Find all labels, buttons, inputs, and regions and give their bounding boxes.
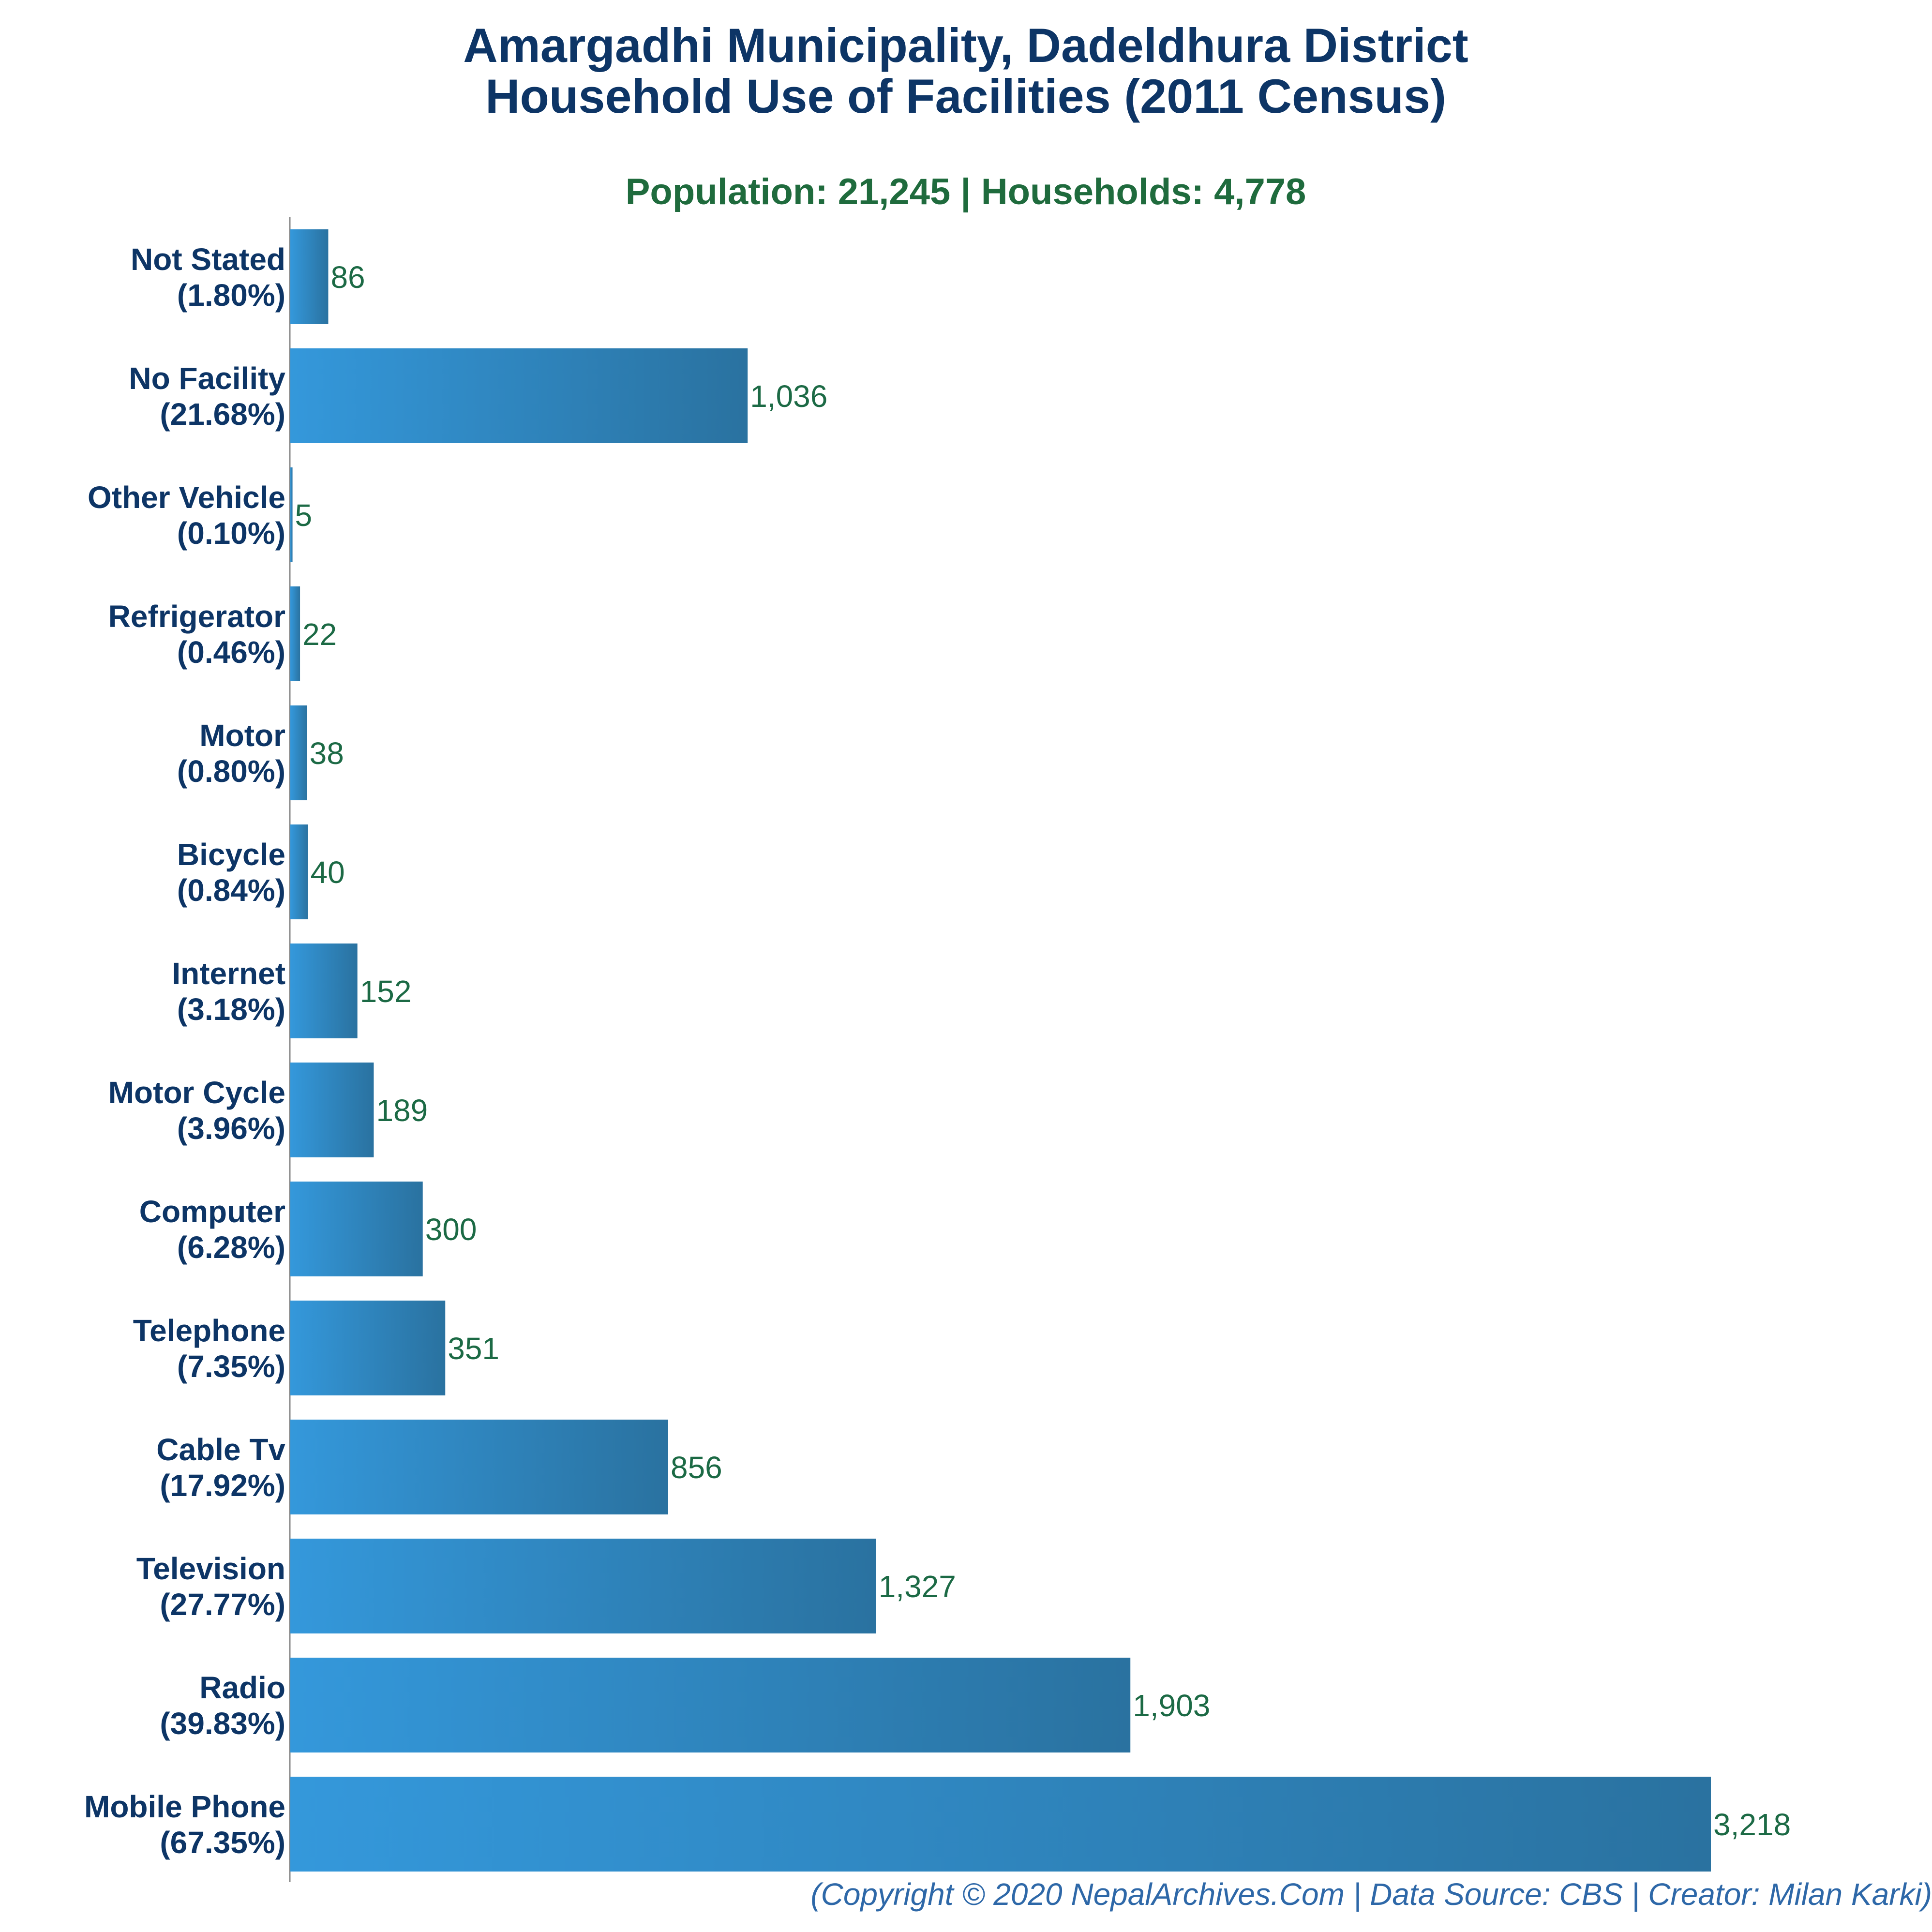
category-label-7: Motor Cycle (3.96%) — [108, 1075, 285, 1146]
value-label-13: 3,218 — [1713, 1807, 1791, 1842]
category-name: Bicycle — [177, 837, 285, 872]
category-percent: (3.18%) — [177, 992, 285, 1027]
category-name: Motor — [199, 718, 285, 753]
category-name: Computer — [139, 1194, 285, 1229]
category-name: Motor Cycle — [108, 1075, 285, 1110]
category-name: Radio — [199, 1670, 285, 1705]
value-label-4: 38 — [310, 736, 344, 771]
category-name: Not Stated — [131, 242, 285, 277]
category-percent: (0.80%) — [177, 754, 285, 789]
category-labels-group: Not Stated (1.80%) No Facility (21.68%) Othe… — [84, 242, 285, 1860]
bar-11 — [290, 1539, 876, 1633]
category-label-11: Television (27.77%) — [136, 1551, 285, 1622]
category-name: No Facility — [129, 361, 285, 396]
value-label-11: 1,327 — [879, 1569, 956, 1604]
category-name: Internet — [172, 956, 285, 991]
category-label-4: Motor (0.80%) — [177, 718, 285, 789]
category-label-2: Other Vehicle (0.10%) — [88, 480, 285, 551]
category-percent: (39.83%) — [160, 1706, 285, 1741]
bar-13 — [290, 1777, 1711, 1872]
category-name: Telephone — [133, 1313, 285, 1348]
value-label-8: 300 — [425, 1212, 477, 1247]
category-label-9: Telephone (7.35%) — [133, 1313, 285, 1384]
category-percent: (27.77%) — [160, 1587, 285, 1622]
bar-5 — [290, 824, 308, 919]
category-percent: (0.84%) — [177, 873, 285, 908]
category-label-0: Not Stated (1.80%) — [131, 242, 285, 313]
bar-3 — [290, 586, 300, 681]
bar-6 — [290, 944, 358, 1038]
value-label-0: 86 — [330, 260, 365, 295]
category-percent: (21.68%) — [160, 397, 285, 432]
bar-10 — [290, 1420, 668, 1514]
category-label-5: Bicycle (0.84%) — [177, 837, 285, 908]
category-label-1: No Facility (21.68%) — [129, 361, 285, 432]
category-name: Refrigerator — [108, 599, 285, 634]
bar-8 — [290, 1182, 423, 1276]
chart-subtitle: Population: 21,245 | Households: 4,778 — [626, 171, 1306, 213]
bars-group — [290, 229, 1711, 1872]
category-label-12: Radio (39.83%) — [160, 1670, 285, 1741]
bar-9 — [290, 1301, 446, 1395]
value-labels-group: 86 1,036 5 22 38 40 152 189 300 351 856 1,327 1,903 3… — [295, 260, 1791, 1842]
bar-7 — [290, 1063, 374, 1157]
category-name: Mobile Phone — [84, 1789, 285, 1824]
category-percent: (3.96%) — [177, 1111, 285, 1146]
category-percent: (1.80%) — [177, 278, 285, 313]
category-label-10: Cable Tv (17.92%) — [156, 1432, 285, 1503]
category-percent: (7.35%) — [177, 1349, 285, 1384]
chart-title-line2: Household Use of Facilities (2011 Census… — [485, 69, 1446, 123]
chart-title: Amargadhi Municipality, Dadeldhura Distr… — [463, 18, 1468, 72]
category-name: Other Vehicle — [88, 480, 285, 515]
value-label-9: 351 — [448, 1331, 499, 1366]
bar-0 — [290, 229, 329, 324]
value-label-5: 40 — [310, 855, 344, 890]
value-label-1: 1,036 — [750, 379, 827, 414]
category-label-8: Computer (6.28%) — [139, 1194, 285, 1265]
category-percent: (67.35%) — [160, 1825, 285, 1860]
category-name: Television — [136, 1551, 285, 1586]
value-label-2: 5 — [295, 498, 313, 533]
value-label-7: 189 — [376, 1093, 428, 1128]
value-label-10: 856 — [671, 1450, 722, 1485]
category-label-13: Mobile Phone (67.35%) — [84, 1789, 285, 1860]
bar-1 — [290, 348, 748, 443]
category-name: Cable Tv — [156, 1432, 285, 1467]
bar-2 — [290, 467, 293, 562]
bar-12 — [290, 1658, 1131, 1752]
category-percent: (6.28%) — [177, 1230, 285, 1265]
category-percent: (17.92%) — [160, 1468, 285, 1503]
value-label-3: 22 — [302, 617, 337, 652]
value-label-6: 152 — [360, 974, 412, 1009]
value-label-12: 1,903 — [1133, 1688, 1210, 1723]
category-label-3: Refrigerator (0.46%) — [108, 599, 285, 670]
bar-4 — [290, 705, 307, 800]
chart-footer: (Copyright © 2020 NepalArchives.Com | Da… — [810, 1877, 1932, 1912]
category-label-6: Internet (3.18%) — [172, 956, 285, 1027]
category-percent: (0.46%) — [177, 635, 285, 670]
category-percent: (0.10%) — [177, 516, 285, 551]
